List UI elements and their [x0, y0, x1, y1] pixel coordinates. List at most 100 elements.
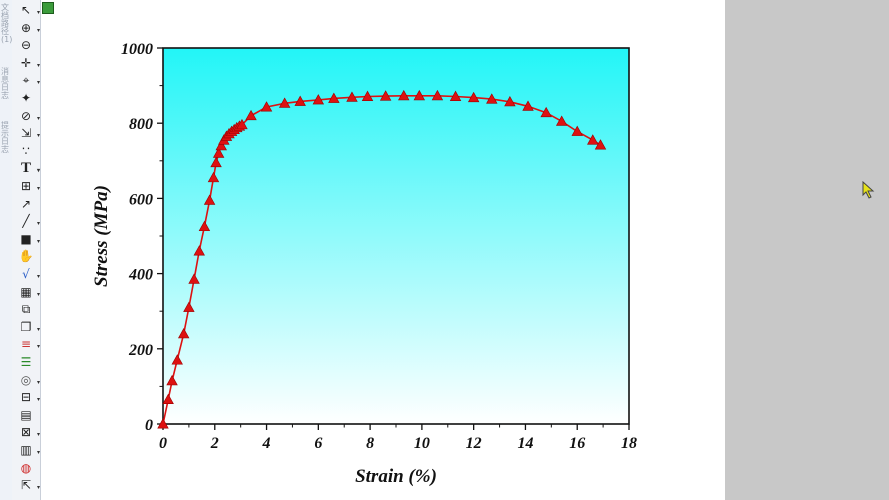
data-point [188, 273, 200, 284]
data-point [193, 245, 205, 256]
data-point [571, 125, 583, 136]
x-tick-label: 8 [366, 435, 374, 452]
dropdown-arrow-icon[interactable]: ▾ [36, 79, 40, 87]
zoom-out-icon[interactable]: ⊖ [20, 38, 32, 53]
y-tick-label: 800 [129, 116, 153, 133]
data-point [294, 95, 306, 106]
mask-icon[interactable]: ⊘ ▾ [20, 108, 40, 123]
mouse-cursor-icon [862, 181, 875, 199]
x-tick-label: 4 [262, 435, 271, 452]
data-point [198, 220, 211, 232]
color-scale-icon[interactable]: ☰ [20, 355, 32, 369]
stack-icon[interactable]: ❐ ▾ [20, 319, 40, 334]
x-tick-label: 14 [517, 435, 533, 452]
data-point [212, 147, 225, 158]
add-table-icon[interactable]: ⊞ ▾ [20, 179, 40, 193]
dropdown-arrow-icon[interactable]: ▾ [36, 61, 40, 69]
dropdown-arrow-icon[interactable]: ▾ [36, 290, 40, 298]
data-point [486, 93, 498, 104]
equation-icon[interactable]: √ ▾ [22, 267, 40, 281]
dropdown-arrow-icon[interactable]: ▾ [36, 484, 40, 492]
data-point [207, 171, 220, 183]
dropdown-arrow-icon[interactable]: ▾ [36, 168, 40, 175]
x-tick-label: 12 [466, 435, 482, 452]
dropdown-arrow-icon[interactable]: ▾ [36, 378, 40, 386]
plot-area [163, 48, 629, 424]
y-tick-label: 400 [128, 267, 153, 284]
dropdown-arrow-icon[interactable]: ▾ [36, 185, 40, 192]
data-point [203, 194, 216, 205]
dropdown-arrow-icon[interactable]: ▾ [36, 132, 40, 140]
data-point [260, 101, 273, 112]
window-icon[interactable] [42, 2, 54, 14]
dropdown-arrow-icon[interactable]: ▾ [36, 431, 40, 439]
dropdown-arrow-icon[interactable]: ▾ [36, 237, 40, 245]
dropdown-arrow-icon[interactable]: ▾ [36, 273, 40, 280]
dropdown-arrow-icon[interactable]: ▾ [36, 9, 40, 16]
data-point [312, 94, 325, 105]
y-tick-label: 0 [145, 417, 153, 434]
data-point [346, 91, 358, 102]
data-point [178, 327, 190, 339]
data-point [162, 393, 174, 405]
dropdown-arrow-icon[interactable]: ▾ [36, 396, 40, 404]
export-icon[interactable]: ⇱ ▾ [20, 478, 40, 493]
dropdown-arrow-icon[interactable]: ▾ [36, 343, 40, 351]
data-point [413, 89, 426, 101]
data-point [379, 90, 392, 101]
table-icon[interactable]: ▥ ▾ [20, 443, 40, 457]
y-tick-label: 200 [128, 342, 153, 359]
left-strip-text-3: 提示日志 [1, 121, 9, 154]
data-point [278, 97, 291, 108]
line-icon[interactable]: ╱ ▾ [22, 214, 40, 229]
data-point [166, 374, 178, 386]
zoom-in-icon[interactable]: ⊕ ▾ [20, 20, 40, 35]
side-panel [725, 0, 889, 500]
scale-icon[interactable]: ✛ ▾ [20, 55, 40, 70]
crosshair-icon[interactable]: ⌖ ▾ [22, 72, 40, 87]
pointer-icon[interactable]: ↖ ▾ [20, 3, 40, 17]
data-point [504, 95, 516, 107]
dropdown-arrow-icon[interactable]: ▾ [36, 26, 40, 34]
text-icon[interactable]: T ▾ [20, 159, 40, 176]
data-reader-icon[interactable]: ✦ [20, 91, 32, 105]
select-range-icon[interactable]: ⇲ ▾ [20, 126, 40, 141]
tools-toolbar: ↖ ▾ ⊕ ▾ ⊖ ✛ ▾ ⌖ ▾ ✦ ⊘ ▾ ⇲ ▾ ∵ T ▾ ⊞ ▾ ↗ ╱ ▾ ■ ▾ ✋ √ ▾ ▦ ▾ ⧉ ❐ ▾ ≡ ▾ ☰ ◎ ▾ ⊟ ▾ ▤… [12, 0, 41, 500]
break-icon[interactable]: ⊟ ▾ [20, 390, 40, 405]
data-point [431, 89, 444, 101]
x-tick-label: 0 [159, 435, 167, 452]
dropdown-arrow-icon[interactable]: ▾ [36, 325, 40, 333]
data-point [540, 106, 552, 118]
color-bar-icon[interactable]: ≡ ▾ [20, 337, 40, 352]
y-axis-label: Stress (MPa) [91, 185, 112, 287]
stress-strain-chart: 0 2 4 6 8 10 12 14 16 18 0 200 400 600 800 1000 Strain … [91, 41, 637, 487]
data-point [328, 92, 340, 103]
fit-icon[interactable]: ◍ [20, 460, 32, 475]
dropdown-arrow-icon[interactable]: ▾ [36, 220, 40, 228]
left-strip-text-1: 文档路径(1) [1, 3, 13, 44]
dropdown-arrow-icon[interactable]: ▾ [36, 114, 40, 122]
x-tick-label: 18 [621, 435, 637, 452]
data-point [236, 118, 248, 130]
data-point [555, 115, 568, 126]
legend-icon[interactable]: ⊠ ▾ [20, 425, 40, 440]
x-tick-label: 2 [210, 435, 219, 452]
rectangle-icon[interactable]: ■ ▾ [20, 231, 40, 246]
draw-data-icon[interactable]: ∵ [22, 143, 30, 158]
data-point [183, 301, 195, 312]
data-point [467, 91, 480, 103]
x-tick-label: 10 [414, 435, 430, 452]
data-point [210, 156, 222, 168]
x-tick-label: 6 [314, 435, 322, 452]
data-point [361, 90, 374, 101]
dropdown-arrow-icon[interactable]: ▾ [36, 449, 40, 456]
arrow-icon[interactable]: ↗ [20, 196, 32, 211]
data-point [215, 139, 227, 151]
circle-icon[interactable]: ◎ ▾ [20, 372, 40, 387]
hand-icon[interactable]: ✋ [18, 249, 34, 264]
merge-icon[interactable]: ⧉ [21, 301, 31, 316]
data-point [171, 354, 183, 365]
layer-icon[interactable]: ▦ ▾ [20, 284, 40, 299]
data-info-icon[interactable]: ▤ [20, 407, 32, 422]
y-tick-label: 1000 [121, 41, 153, 58]
